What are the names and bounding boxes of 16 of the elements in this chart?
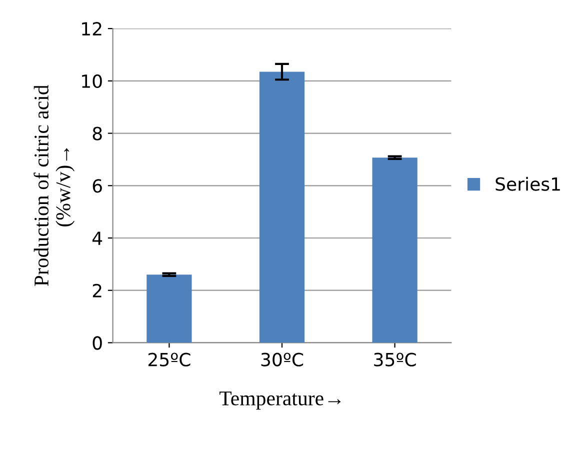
x-tick-label: 35ºC [374,352,416,366]
y-axis-title: Production of citric acid (%w/v)→ [34,84,75,286]
y-tick-label: 12 [82,22,102,36]
x-axis-title: Temperature→ [219,392,341,410]
y-tick-label: 4 [92,232,102,245]
bar [146,274,192,343]
y-tick-label: 2 [92,284,102,298]
bar [372,158,418,343]
bar [259,72,305,343]
legend-label: Series1 [496,176,560,191]
x-tick-label: 25ºC [148,352,190,366]
x-tick-label: 30ºC [261,352,304,366]
y-tick-label: 8 [92,126,102,140]
y-tick-label: 10 [82,74,102,88]
y-tick-label: 6 [92,179,102,193]
y-tick-label: 0 [92,336,102,350]
